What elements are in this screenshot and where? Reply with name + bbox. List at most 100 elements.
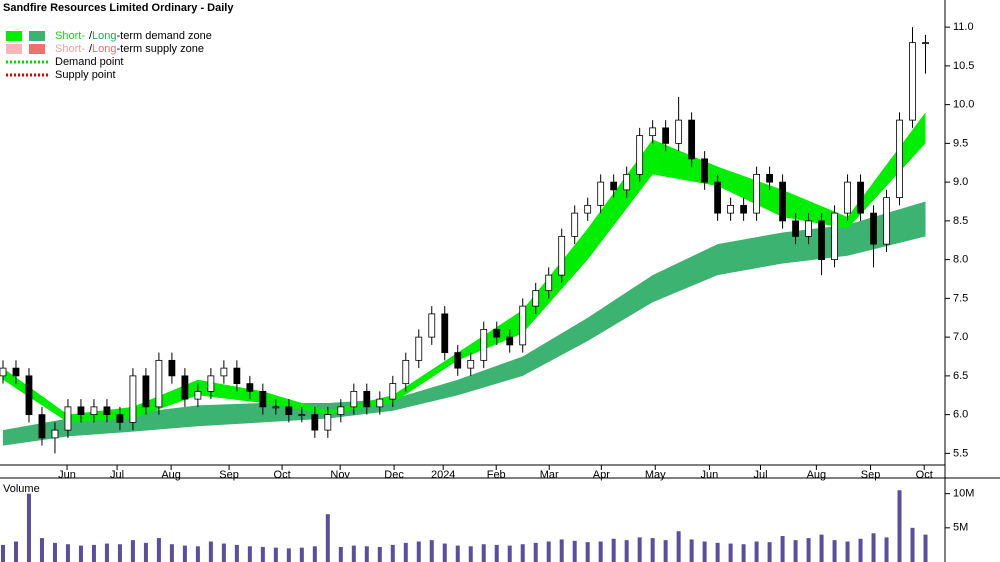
candle-body bbox=[116, 414, 124, 423]
candle-body bbox=[532, 290, 540, 307]
candle-body bbox=[597, 181, 605, 206]
volume-bar bbox=[585, 542, 590, 562]
volume-bar bbox=[520, 544, 525, 562]
candle-body bbox=[220, 367, 228, 377]
volume-bar bbox=[442, 543, 447, 562]
volume-bar bbox=[611, 538, 616, 562]
legend-swatch bbox=[29, 44, 45, 54]
y-tick-label: 6.5 bbox=[953, 370, 968, 382]
volume-bar bbox=[195, 546, 200, 562]
candle-body bbox=[675, 119, 683, 144]
x-tick-label: Sep bbox=[219, 469, 239, 481]
x-tick-label: 2024 bbox=[431, 469, 455, 481]
legend-part: -term supply zone bbox=[117, 43, 204, 55]
candle-body bbox=[805, 220, 812, 237]
candle-body bbox=[584, 204, 592, 214]
candle-body bbox=[740, 204, 748, 214]
y-tick-label: 7.5 bbox=[953, 292, 968, 304]
volume-bar bbox=[78, 545, 83, 562]
candle-body bbox=[636, 135, 644, 175]
volume-bar bbox=[689, 539, 694, 562]
x-tick-label: Sep bbox=[861, 469, 881, 481]
candle-body bbox=[909, 42, 916, 121]
y-tick-label: 10M bbox=[953, 488, 974, 500]
volume-bar bbox=[234, 544, 239, 562]
candle-body bbox=[103, 406, 111, 416]
candle-body bbox=[38, 414, 46, 439]
candle-body bbox=[311, 414, 319, 431]
x-tick-label: Oct bbox=[916, 469, 933, 481]
candle-body bbox=[207, 375, 215, 392]
candle-body bbox=[363, 390, 371, 408]
volume-bar bbox=[845, 541, 850, 562]
legend-swatch bbox=[6, 44, 22, 54]
legend-part: Demand point bbox=[55, 56, 124, 68]
candle-body bbox=[129, 375, 137, 423]
x-tick-label: May bbox=[645, 469, 666, 481]
volume-bar bbox=[156, 538, 161, 562]
candle-body bbox=[402, 359, 410, 385]
volume-bar bbox=[13, 541, 18, 562]
x-tick-label: Jun bbox=[701, 469, 719, 481]
volume-bar bbox=[338, 546, 343, 562]
volume-bar bbox=[91, 544, 96, 562]
candle-body bbox=[337, 406, 345, 416]
volume-bar bbox=[507, 545, 512, 562]
candle-body bbox=[506, 336, 514, 346]
candle-body bbox=[12, 367, 20, 377]
volume-bar bbox=[650, 538, 655, 562]
candle-body bbox=[831, 212, 838, 261]
y-tick-label: 10.5 bbox=[953, 60, 974, 72]
volume-bar bbox=[884, 537, 889, 562]
candle-body bbox=[272, 406, 280, 409]
volume-bar bbox=[0, 544, 5, 562]
volume-bar bbox=[663, 540, 668, 562]
volume-bar bbox=[468, 546, 473, 562]
candle-body bbox=[727, 204, 735, 214]
candle-body bbox=[259, 390, 267, 408]
candle-body bbox=[0, 367, 7, 377]
volume-bar bbox=[546, 541, 551, 562]
candle-body bbox=[64, 406, 72, 431]
candle-body bbox=[298, 414, 306, 417]
volume-bar bbox=[858, 538, 863, 562]
volume-bar bbox=[871, 533, 876, 562]
candle-body bbox=[350, 390, 358, 408]
volume-bar bbox=[273, 547, 278, 562]
candle-body bbox=[181, 375, 189, 400]
y-tick-label: 10.0 bbox=[953, 99, 974, 111]
candle-body bbox=[415, 336, 423, 361]
legend-part: Long bbox=[92, 43, 116, 55]
volume-bar bbox=[26, 493, 31, 562]
x-tick-label: Oct bbox=[274, 469, 291, 481]
volume-bar bbox=[429, 540, 434, 562]
candle-body bbox=[90, 406, 98, 416]
x-tick-label: Feb bbox=[487, 469, 506, 481]
y-tick-label: 5M bbox=[953, 522, 968, 534]
candle-body bbox=[545, 274, 553, 292]
candle-body bbox=[389, 383, 397, 400]
volume-bar bbox=[390, 544, 395, 562]
candle-body bbox=[324, 414, 332, 431]
legend-swatch bbox=[29, 31, 45, 41]
candle-body bbox=[233, 367, 241, 385]
legend-text: Short- /Long-term supply zone bbox=[55, 43, 204, 55]
volume-bar bbox=[130, 540, 135, 562]
chart-title: Sandfire Resources Limited Ordinary - Da… bbox=[3, 2, 234, 14]
volume-bar bbox=[39, 538, 44, 562]
x-tick-label: Nov bbox=[330, 469, 350, 481]
volume-bar bbox=[286, 548, 291, 562]
volume-bar bbox=[221, 543, 226, 562]
volume-bar bbox=[364, 546, 369, 562]
y-tick-label: 6.0 bbox=[953, 409, 968, 421]
long-term-zone bbox=[2, 201, 926, 446]
candle-body bbox=[883, 197, 890, 245]
candle-body bbox=[857, 181, 864, 214]
legend-part: / bbox=[89, 30, 93, 42]
volume-bar bbox=[325, 514, 330, 562]
volume-bar bbox=[767, 542, 772, 562]
candle-body bbox=[649, 127, 657, 137]
volume-bar bbox=[819, 534, 824, 562]
candle-body bbox=[779, 181, 786, 222]
